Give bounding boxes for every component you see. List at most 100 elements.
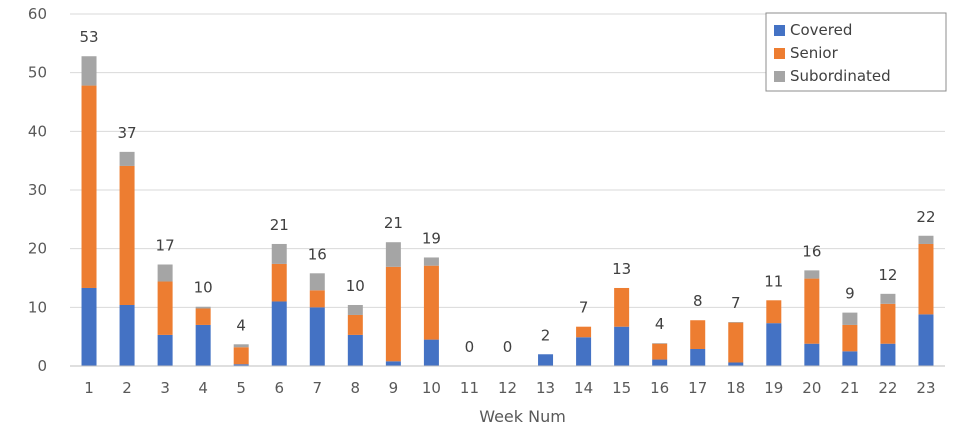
total-label-week-1: 53: [79, 28, 98, 46]
legend-swatch-covered: [774, 25, 785, 36]
x-tick-label: 23: [916, 379, 935, 397]
x-tick-label: 10: [422, 379, 441, 397]
bar-covered-week-17: [690, 348, 706, 366]
x-tick-label: 16: [650, 379, 669, 397]
bar-senior-week-6: [271, 263, 287, 302]
bar-covered-week-9: [385, 361, 401, 366]
bar-covered-week-14: [576, 337, 592, 366]
total-label-week-23: 22: [916, 208, 935, 226]
bar-covered-week-15: [614, 326, 630, 366]
y-tick-label: 0: [37, 357, 47, 375]
bar-subordinated-week-18: [728, 322, 744, 323]
bar-senior-week-22: [880, 303, 896, 344]
bar-senior-week-10: [423, 265, 439, 340]
bar-covered-week-20: [804, 343, 820, 366]
bar-senior-week-2: [119, 165, 135, 305]
x-tick-label: 12: [498, 379, 517, 397]
total-label-week-13: 2: [541, 326, 551, 344]
bar-subordinated-week-8: [347, 304, 363, 315]
x-tick-label: 14: [574, 379, 593, 397]
y-tick-label: 40: [28, 122, 47, 140]
total-label-week-4: 10: [194, 279, 213, 297]
bar-senior-week-18: [728, 322, 744, 363]
total-label-week-20: 16: [802, 242, 821, 260]
bar-covered-week-7: [309, 307, 325, 366]
x-axis-title: Week Num: [479, 407, 566, 426]
total-label-week-8: 10: [346, 277, 365, 295]
bar-covered-week-5: [233, 364, 249, 366]
total-label-week-9: 21: [384, 214, 403, 232]
x-tick-label: 17: [688, 379, 707, 397]
legend-swatch-subordinated: [774, 71, 785, 82]
bar-subordinated-week-22: [880, 293, 896, 304]
bar-covered-week-22: [880, 343, 896, 366]
bar-senior-week-16: [652, 343, 668, 360]
bar-senior-week-7: [309, 290, 325, 308]
bar-subordinated-week-5: [233, 344, 249, 348]
bar-subordinated-week-3: [157, 264, 173, 282]
bar-covered-week-10: [423, 339, 439, 366]
bar-senior-week-3: [157, 281, 173, 335]
total-label-week-2: 37: [118, 124, 137, 142]
total-label-week-14: 7: [579, 299, 589, 317]
bar-subordinated-week-6: [271, 243, 287, 264]
bar-senior-week-19: [766, 300, 782, 324]
bar-subordinated-week-10: [423, 257, 439, 266]
bar-covered-week-4: [195, 324, 211, 366]
bar-subordinated-week-2: [119, 151, 135, 166]
bar-covered-week-18: [728, 362, 744, 366]
bar-senior-week-21: [842, 324, 858, 352]
total-labels: 53 37 17 10 4 21 16 10 21 19 0 0 2 7 13 4 8 7 11 16 9 12 22: [79, 28, 935, 356]
bar-senior-week-15: [614, 287, 630, 327]
y-tick-label: 20: [28, 240, 47, 258]
total-label-week-15: 13: [612, 260, 631, 278]
bar-covered-week-16: [652, 359, 668, 366]
total-label-week-18: 7: [731, 294, 741, 312]
bar-covered-week-19: [766, 323, 782, 366]
legend-label-subordinated: Subordinated: [790, 67, 891, 85]
x-tick-label: 4: [198, 379, 208, 397]
bar-subordinated-week-9: [385, 242, 401, 267]
total-label-week-12: 0: [503, 338, 513, 356]
x-tick-label: 11: [460, 379, 479, 397]
total-label-week-16: 4: [655, 315, 665, 333]
bar-subordinated-week-4: [195, 306, 211, 309]
bar-senior-week-4: [195, 308, 211, 325]
total-label-week-6: 21: [270, 216, 289, 234]
x-tick-label: 21: [840, 379, 859, 397]
bar-covered-week-2: [119, 304, 135, 366]
legend-label-covered: Covered: [790, 21, 852, 39]
x-tick-label: 19: [764, 379, 783, 397]
gridlines: [70, 13, 945, 308]
bar-subordinated-week-7: [309, 273, 325, 291]
total-label-week-19: 11: [764, 272, 783, 290]
bar-covered-week-1: [81, 287, 97, 366]
x-tick-label: 8: [351, 379, 361, 397]
bar-subordinated-week-21: [842, 312, 858, 325]
x-tick-label: 9: [389, 379, 399, 397]
bar-covered-week-13: [538, 354, 554, 366]
total-label-week-11: 0: [465, 338, 475, 356]
legend: Covered Senior Subordinated: [765, 12, 947, 92]
bar-covered-week-6: [271, 301, 287, 366]
total-label-week-7: 16: [308, 245, 327, 263]
x-tick-label: 1: [84, 379, 94, 397]
y-tick-label: 30: [28, 181, 47, 199]
x-tick-label: 7: [313, 379, 323, 397]
bar-senior-week-17: [690, 320, 706, 349]
legend-label-senior: Senior: [790, 44, 839, 62]
bar-subordinated-week-20: [804, 270, 820, 279]
bar-senior-week-5: [233, 347, 249, 365]
bar-covered-week-23: [918, 314, 934, 366]
legend-box: [765, 12, 947, 92]
bar-covered-week-21: [842, 351, 858, 366]
bar-subordinated-week-23: [918, 235, 934, 244]
total-label-week-17: 8: [693, 292, 703, 310]
x-tick-label: 5: [236, 379, 246, 397]
x-tick-label: 13: [536, 379, 555, 397]
bar-senior-week-23: [918, 243, 934, 315]
bar-covered-week-3: [157, 334, 173, 366]
x-tick-label: 3: [160, 379, 170, 397]
total-label-week-3: 17: [156, 237, 175, 255]
